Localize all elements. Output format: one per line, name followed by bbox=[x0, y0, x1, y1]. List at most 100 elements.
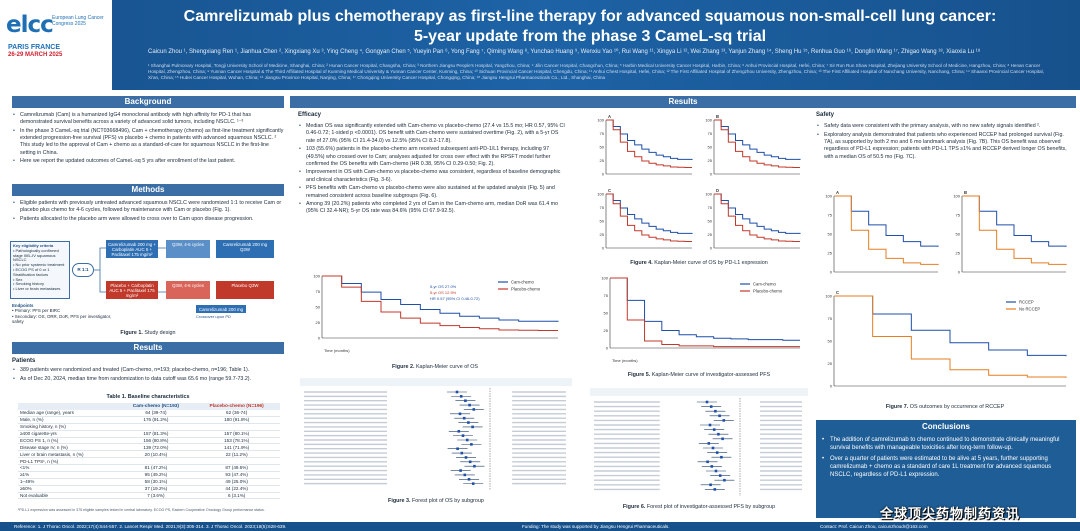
efficacy-subtitle: Efficacy bbox=[298, 112, 322, 118]
patients-text: Patients 389 patients were randomized an… bbox=[12, 358, 284, 385]
table-cell: 62 (36-74) bbox=[193, 410, 280, 417]
legend-label: Placebo-chemo bbox=[753, 289, 783, 294]
table-row: ≥1% 95 (49.2%) 93 (47.4%) bbox=[18, 471, 280, 479]
forest-point bbox=[706, 460, 709, 464]
table-cell: Median age (range), years bbox=[18, 410, 119, 417]
km-series-line bbox=[714, 193, 800, 243]
y-tick-label: 50 bbox=[956, 232, 961, 237]
affiliations: ¹ Shanghai Pulmonary Hospital, Tongji Un… bbox=[148, 63, 1044, 80]
table-cell: 22 (11.2%) bbox=[193, 450, 280, 459]
legend-label: Cam-chemo bbox=[511, 280, 534, 285]
table-cell: ≥400 cigarette-yrs bbox=[18, 430, 119, 438]
poster-title-line-1: Camrelizumab plus chemotherapy as first-… bbox=[183, 8, 997, 25]
km-series-line bbox=[834, 195, 939, 266]
conclusions-heading: Conclusions bbox=[921, 422, 970, 431]
forest-point bbox=[458, 412, 462, 416]
table-footnote: ¹PD-L1 expression was assessed in 375 el… bbox=[18, 508, 265, 512]
y-tick-label: 25 bbox=[708, 232, 713, 237]
logo-subtitle: European Lung Cancer Congress 2025 bbox=[52, 15, 104, 27]
methods-bullet: Patients allocated to the placebo arm we… bbox=[12, 216, 284, 223]
km-series-line bbox=[322, 275, 558, 332]
forest-point bbox=[713, 488, 717, 491]
table-cell: Male, n (%) bbox=[18, 416, 119, 424]
watermark: 全球顶尖药物制药资讯 bbox=[880, 507, 1021, 522]
forest-point bbox=[457, 429, 461, 433]
background-bullet: In the phase 3 CameL-sq trial (NCT036684… bbox=[12, 128, 284, 157]
figure-2-km-os: 0 25 50 75 100 Cam-chemo Placebo-chemo Time (mo… bbox=[300, 270, 570, 358]
randomization-node: R 1:1 bbox=[72, 263, 94, 277]
y-tick-label: 100 bbox=[313, 274, 320, 279]
figure-4-text: Kaplan-Meier curve of OS by PD-L1 expres… bbox=[652, 260, 768, 266]
table-row: Median age (range), years 64 (39-74) 62 (3… bbox=[18, 410, 280, 417]
y-tick-label: 0 bbox=[318, 336, 321, 341]
km-series-line bbox=[962, 195, 1067, 247]
table-cell: 87 (49.5%) bbox=[193, 464, 280, 472]
y-tick-label: 100 bbox=[953, 194, 960, 199]
table-header-cell bbox=[18, 403, 119, 410]
safety-bullet: Safety data were consistent with the pri… bbox=[816, 123, 1074, 130]
figure-6-text: Forest plot of investigator-assessed PFS… bbox=[645, 504, 776, 510]
forest-point bbox=[708, 423, 712, 427]
table-row: Smoking history, n (%) bbox=[18, 423, 280, 431]
efficacy-bullet: Median OS was significantly extended wit… bbox=[298, 123, 568, 145]
criteria-title: Key eligibility criteria bbox=[13, 243, 54, 248]
table-cell: 93 (47.4%) bbox=[193, 471, 280, 479]
forest-point bbox=[709, 483, 712, 487]
panel-label: C bbox=[608, 188, 611, 193]
km-series-line bbox=[714, 193, 801, 234]
methods-heading: Methods bbox=[12, 184, 284, 196]
table-cell: 7 (3.6%) bbox=[118, 492, 194, 500]
panel-label: B bbox=[964, 190, 967, 195]
y-tick-label: 50 bbox=[708, 219, 713, 224]
table-cell: <1% bbox=[18, 464, 119, 472]
table-row: ≥400 cigarette-yrs 157 (81.3%) 157 (80.1%) bbox=[18, 430, 280, 438]
placebo-maintenance: Placebo Q3W bbox=[216, 281, 274, 299]
km-series-line bbox=[606, 193, 693, 234]
y-tick-label: 0 bbox=[710, 172, 713, 177]
forest-point bbox=[468, 403, 471, 407]
forest-point bbox=[721, 437, 724, 441]
figure-7-label: Figure 7. bbox=[885, 404, 909, 410]
figure-6-forest-pfs bbox=[590, 388, 808, 502]
km-series-line bbox=[610, 277, 800, 348]
table-cell: 1–49% bbox=[18, 478, 119, 486]
km-series-line bbox=[962, 195, 1067, 266]
table-cell: 157 (80.1%) bbox=[193, 430, 280, 438]
forest-point bbox=[712, 428, 716, 431]
forest-point bbox=[709, 405, 713, 408]
figure-7-text: OS outcomes by occurrence of RCCEP bbox=[908, 404, 1005, 410]
forest-header-band bbox=[590, 388, 808, 396]
table-1-title: Table 1. Baseline characteristics bbox=[106, 394, 190, 400]
panel-label: A bbox=[836, 190, 839, 195]
forest-point bbox=[718, 474, 722, 477]
figure-6-caption: Figure 6. Forest plot of investigator-as… bbox=[590, 504, 808, 510]
forest-point bbox=[715, 451, 719, 454]
y-tick-label: 50 bbox=[600, 145, 605, 150]
table-row: Male, n (%) 176 (91.2%) 180 (91.8%) bbox=[18, 416, 280, 424]
table-cell bbox=[118, 457, 194, 465]
legend-label: Placebo-chemo bbox=[511, 287, 541, 292]
forest-point bbox=[467, 477, 471, 481]
y-tick-label: 0 bbox=[830, 270, 833, 275]
poster-footer: Reference: 1. J Thorac Oncol. 2022;17(4)… bbox=[0, 522, 1080, 531]
table-cell: Smoking history, n (%) bbox=[18, 423, 119, 431]
km-series-line bbox=[714, 119, 800, 169]
figure-3-caption: Figure 3. Forest plot of OS by subgroup bbox=[300, 498, 572, 504]
legend-label: No RCCEP bbox=[1019, 307, 1040, 312]
km-rccep-chart: 0 25 50 75 100 A 0 25 50 75 100 B 0 25 50 75 100 RCCEP No … bbox=[825, 190, 1067, 389]
km-series-line bbox=[834, 295, 1067, 378]
km-series-line bbox=[610, 277, 800, 341]
figure-5-text: Kaplan-Meier curve of investigator-asses… bbox=[650, 372, 771, 378]
y-tick-label: 100 bbox=[601, 276, 608, 281]
cam-maintenance: Camrelizumab 200 mg Q3W bbox=[216, 240, 274, 258]
eligibility-criteria-box: Key eligibility criteria • Pathologicall… bbox=[10, 241, 70, 299]
table-row: PD-L1 TPS¹, n (%) bbox=[18, 457, 280, 465]
y-tick-label: 50 bbox=[604, 311, 609, 316]
y-tick-label: 0 bbox=[830, 384, 833, 389]
forest-point bbox=[463, 473, 467, 477]
legend-label: RCCEP bbox=[1019, 300, 1034, 305]
km-annotation: 5-yr OS 12.5% bbox=[430, 290, 457, 295]
y-tick-label: 50 bbox=[828, 232, 833, 237]
forest-point bbox=[467, 421, 470, 424]
y-tick-label: 75 bbox=[316, 289, 321, 294]
